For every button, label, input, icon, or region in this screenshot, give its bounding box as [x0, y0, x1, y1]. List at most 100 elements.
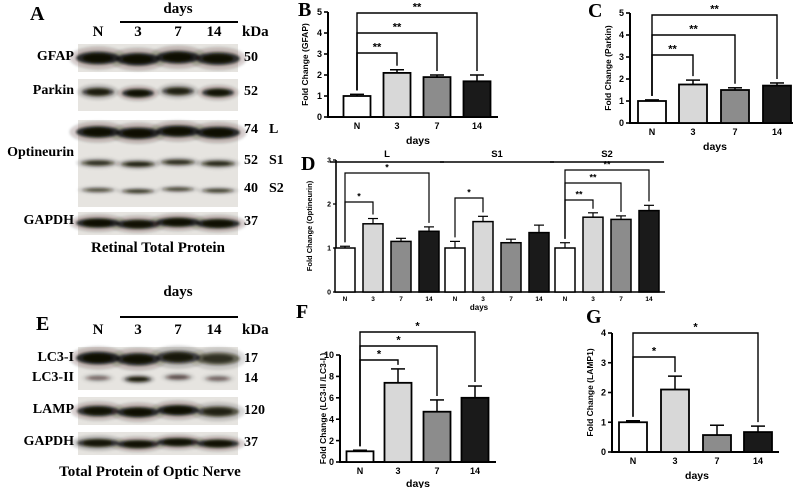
panel-g-letter: G — [586, 306, 602, 328]
kda-120: 120 — [244, 403, 265, 419]
bar-14 — [460, 396, 490, 463]
y-tick-label: 0 — [329, 457, 334, 467]
blot-bands — [69, 120, 247, 196]
panel-e-days-header: days — [163, 284, 193, 300]
x-tick-label: 3 — [394, 121, 399, 131]
x-tick-label: N — [453, 296, 458, 303]
y-tick-label: 0 — [327, 290, 331, 297]
x-tick-label: 14 — [753, 456, 763, 466]
panel-a-lane-14: 14 — [206, 24, 222, 40]
sig-stars: * — [377, 349, 382, 361]
bar-14 — [762, 84, 792, 124]
x-tick-label: N — [649, 127, 656, 137]
y-tick-label: 6 — [329, 393, 334, 403]
kda-14: 14 — [244, 371, 258, 387]
y-tick-label: 4 — [329, 414, 334, 424]
panel-e-lane-n: N — [92, 322, 104, 338]
x-tick-label: 3 — [591, 296, 595, 303]
blot-bands — [77, 83, 239, 102]
x-tick-label: 14 — [645, 296, 653, 303]
sig-stars: * — [357, 192, 361, 202]
panel-a-lane-7: 7 — [174, 24, 182, 40]
panel-e-letter: E — [36, 313, 50, 335]
panel-a-days-header: days — [163, 1, 193, 17]
kda-52-s1: 52 S1 — [244, 153, 284, 169]
kda-value: 17 — [244, 351, 258, 366]
panel-e-caption: Total Protein of Optic Nerve — [59, 464, 241, 480]
sig-stars: ** — [393, 22, 402, 34]
sig-stars: ** — [373, 42, 382, 54]
y-tick-label: 1 — [317, 91, 322, 101]
bar-7 — [610, 218, 632, 293]
x-tick-label: 7 — [732, 127, 737, 137]
blot-bands — [69, 45, 247, 71]
x-axis-label: days — [406, 135, 430, 147]
y-tick-label: 0 — [601, 447, 606, 457]
x-tick-label: 7 — [434, 466, 439, 476]
x-tick-label: 14 — [772, 127, 782, 137]
x-tick-label: 14 — [425, 296, 433, 303]
y-axis-label: Fold Change (GFAP) — [300, 23, 310, 106]
y-tick-label: 1 — [601, 417, 606, 427]
x-tick-label: 7 — [434, 121, 439, 131]
sig-stars: ** — [668, 44, 677, 56]
blot-label-gfap: GFAP — [36, 49, 74, 64]
blot-bands — [69, 345, 247, 385]
sig-bracket — [356, 12, 478, 91]
chart-lamp1: 0 1 2 3 4 Fold Change (LAMP1) N 3 7 14 * * days — [585, 322, 779, 482]
y-tick-label: 5 — [619, 8, 624, 18]
blot-label-gapdh-e: GAPDH — [23, 434, 74, 449]
panel-e-days-underline — [120, 316, 238, 318]
sig-stars: ** — [689, 24, 698, 36]
y-tick-label: 2 — [601, 388, 606, 398]
sig-stars: ** — [575, 190, 583, 200]
panel-a-letter: A — [30, 3, 45, 25]
bar-3 — [582, 216, 604, 293]
bar-7 — [390, 240, 412, 293]
blot-label-lc3-i: LC3-I — [37, 350, 74, 365]
bar-3 — [678, 83, 708, 124]
group-header-label: S1 — [491, 149, 503, 160]
x-tick-label: 3 — [371, 296, 375, 303]
bar-N — [345, 450, 375, 463]
kda-52: 52 — [244, 84, 258, 100]
y-tick-label: 2 — [329, 436, 334, 446]
bar-N — [444, 247, 466, 293]
x-tick-label: N — [354, 121, 361, 131]
x-tick-label: 7 — [619, 296, 623, 303]
kda-value: 74 — [244, 122, 258, 137]
panel-b-letter: B — [298, 0, 312, 21]
bar-3 — [362, 223, 384, 293]
y-axis-label: Fold Change (Parkin) — [603, 25, 613, 111]
sig-stars: * — [385, 163, 389, 173]
kda-17: 17 — [244, 351, 258, 367]
y-tick-label: 4 — [619, 30, 624, 40]
panel-a-lane-3: 3 — [134, 24, 142, 40]
panel-d-letter: D — [301, 153, 316, 175]
sig-stars: * — [467, 188, 471, 198]
panel-e-lane-3: 3 — [134, 322, 142, 338]
y-tick-label: 0 — [317, 112, 322, 122]
y-tick-label: 2 — [317, 70, 322, 80]
bar-N — [637, 100, 667, 124]
kda-value: 37 — [244, 435, 258, 450]
y-tick-label: 4 — [601, 328, 606, 338]
blot-label-lamp: LAMP — [32, 402, 74, 417]
kda-value: 40 — [244, 181, 258, 196]
x-axis-label: days — [470, 303, 489, 312]
sig-bracket — [454, 197, 484, 238]
kda-value: 52 — [244, 84, 258, 99]
sig-bracket — [359, 331, 476, 447]
x-tick-label: N — [630, 456, 637, 466]
x-axis-label: days — [703, 141, 727, 153]
panel-c-letter: C — [588, 0, 603, 22]
panel-a-caption: Retinal Total Protein — [91, 240, 225, 256]
y-tick-label: 3 — [317, 49, 322, 59]
sig-stars: * — [396, 335, 401, 347]
group-header-label: S2 — [601, 149, 613, 160]
band-tag-l: L — [269, 122, 279, 137]
y-axis-label: Fold Change (LAMP1) — [585, 348, 595, 436]
chart-parkin: 0 1 2 3 4 5 Fold Change (Parkin) N 3 7 14 ** ** ** day… — [603, 4, 793, 153]
